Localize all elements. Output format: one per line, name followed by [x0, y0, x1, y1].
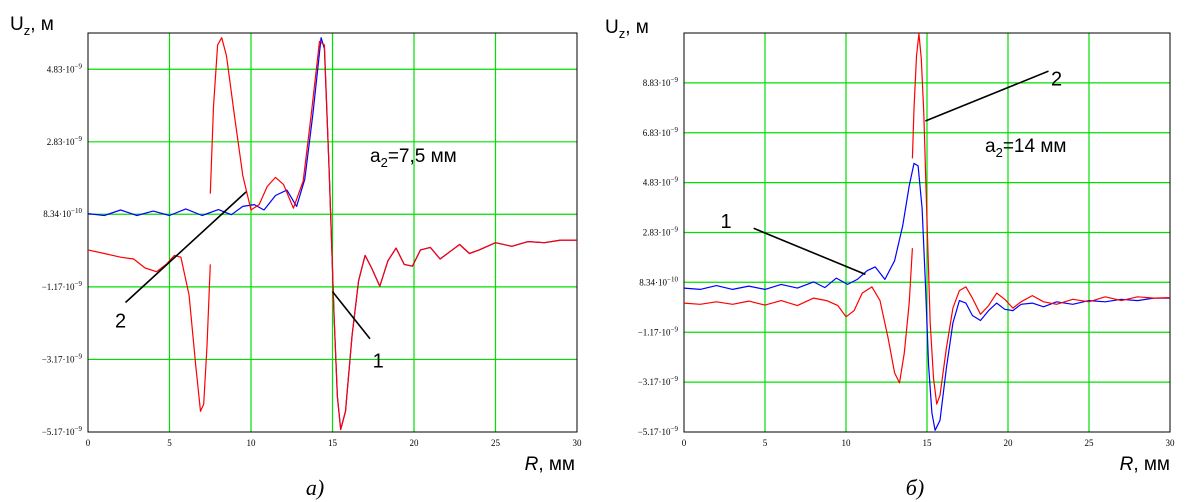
y-tick-label: 8.83·10−9 [643, 76, 679, 88]
panel-caption: а) [306, 475, 324, 500]
x-tick-label: 20 [1004, 438, 1014, 448]
x-axis-label: R, мм [525, 454, 575, 475]
y-tick-label: −3.17·10−9 [638, 375, 679, 387]
y-tick-label: −3.17·10−9 [42, 352, 83, 364]
y-tick-label: −1.17·10−9 [42, 280, 83, 292]
series-2-line [684, 248, 912, 383]
leader-line-1 [754, 228, 866, 274]
y-tick-label: 8.34·10−10 [43, 207, 82, 219]
y-tick-label: −5.17·10−9 [42, 425, 83, 437]
leader-line-2 [925, 71, 1048, 121]
y-tick-label: 4.83·10−9 [47, 62, 83, 74]
curve-label-1: 1 [373, 351, 384, 373]
x-tick-label: 10 [842, 438, 852, 448]
y-axis-label: Uz, м [10, 14, 54, 38]
curve-label-2: 2 [1051, 69, 1062, 91]
y-tick-label: 4.83·10−9 [643, 176, 679, 188]
x-tick-label: 25 [491, 438, 501, 448]
x-tick-label: 0 [86, 438, 91, 448]
panel-caption: б) [906, 475, 924, 500]
x-tick-label: 0 [682, 438, 687, 448]
x-tick-label: 15 [923, 438, 933, 448]
curve-label-1: 1 [721, 211, 732, 233]
panel-a: 0 5 10 15 20 25 30 −5.17·10−9 −3.17·10−9 −1.17·10… [10, 14, 582, 500]
x-tick-label: 5 [763, 438, 768, 448]
series-2-line [912, 34, 1170, 404]
y-tick-label: 8.34·10−10 [639, 275, 678, 287]
x-tick-label: 5 [167, 438, 172, 448]
x-tick-label: 30 [573, 438, 583, 448]
x-tick-label: 30 [1166, 438, 1176, 448]
y-tick-label: 2.83·10−9 [643, 226, 679, 238]
series-2-line [88, 250, 210, 411]
y-axis-label: Uz, м [605, 17, 649, 41]
x-tick-label: 20 [410, 438, 420, 448]
x-tick-label: 15 [328, 438, 338, 448]
x-tick-label: 10 [247, 438, 257, 448]
x-axis-label: R, мм [1120, 454, 1170, 475]
y-tick-label: −1.17·10−9 [638, 325, 679, 337]
curve-label-2: 2 [115, 311, 126, 333]
x-tick-label: 25 [1085, 438, 1095, 448]
leader-line-1 [333, 292, 370, 339]
parameter-annotation: a2=7,5 мм [370, 146, 457, 170]
parameter-annotation: a2=14 мм [985, 136, 1066, 160]
y-tick-label: −5.17·10−9 [638, 425, 679, 437]
y-tick-label: 2.83·10−9 [47, 135, 83, 147]
panel-b: 0 5 10 15 20 25 30 −5.17·10−9 −3.17·10−9 −1.17·10… [605, 17, 1175, 500]
y-tick-label: 6.83·10−9 [643, 126, 679, 138]
series-2-line [210, 38, 577, 430]
